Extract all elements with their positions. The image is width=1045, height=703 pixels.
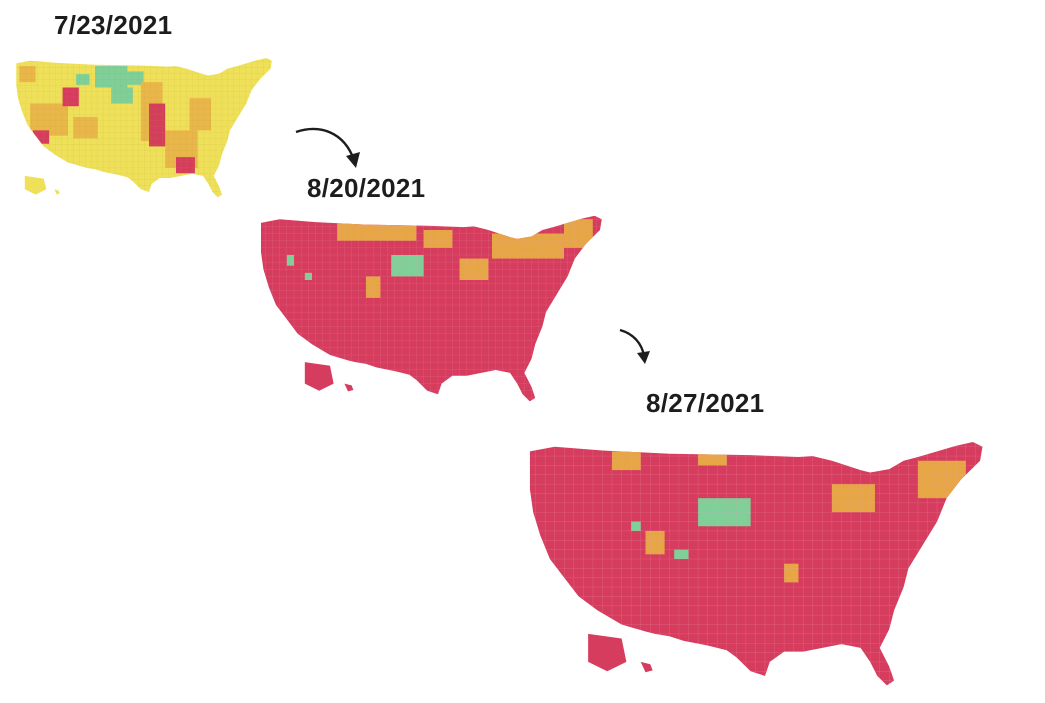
county-patch [674,549,689,559]
county-patch [831,484,875,513]
county-patch [492,233,564,259]
county-patch [423,230,453,248]
county-patch [189,98,212,131]
curved-arrow-icon [292,122,364,170]
county-patch [62,87,79,107]
us-county-map-8-20-2021 [258,205,618,405]
date-label-8-27-2021: 8/27/2021 [646,388,765,418]
county-patch [459,258,489,280]
county-patch [366,276,381,298]
county-patch [645,530,665,555]
county-patch [698,498,751,527]
us-map-svg [529,442,983,686]
date-label-7-23-2021: 7/23/2021 [54,10,173,40]
county-patch [73,116,98,139]
county-patch [127,71,144,85]
county-patch [286,255,294,266]
county-patch [304,272,312,280]
us-map-svg [16,58,272,198]
alaska-shape [304,362,334,391]
alaska-shape [24,175,47,195]
us-county-map-8-27-2021 [526,428,1004,690]
hawaii-shape [54,189,60,195]
alaska-shape [588,633,627,672]
county-patch [95,66,128,88]
us-map-svg [260,215,602,402]
curved-arrow-icon [616,326,654,366]
date-label-8-20-2021: 8/20/2021 [307,173,426,203]
county-patch [917,460,966,499]
county-patch [19,66,36,83]
us-county-map-7-23-2021 [14,50,284,200]
hawaii-shape [344,383,354,392]
county-patch [176,157,195,174]
hawaii-shape [640,661,653,673]
county-patch [631,521,641,531]
county-patch [111,87,133,104]
county-patch [76,74,90,85]
county-patch [612,451,641,471]
county-patch [149,103,166,147]
county-patch [784,563,799,583]
county-patch [337,219,417,241]
county-patch [391,255,424,277]
